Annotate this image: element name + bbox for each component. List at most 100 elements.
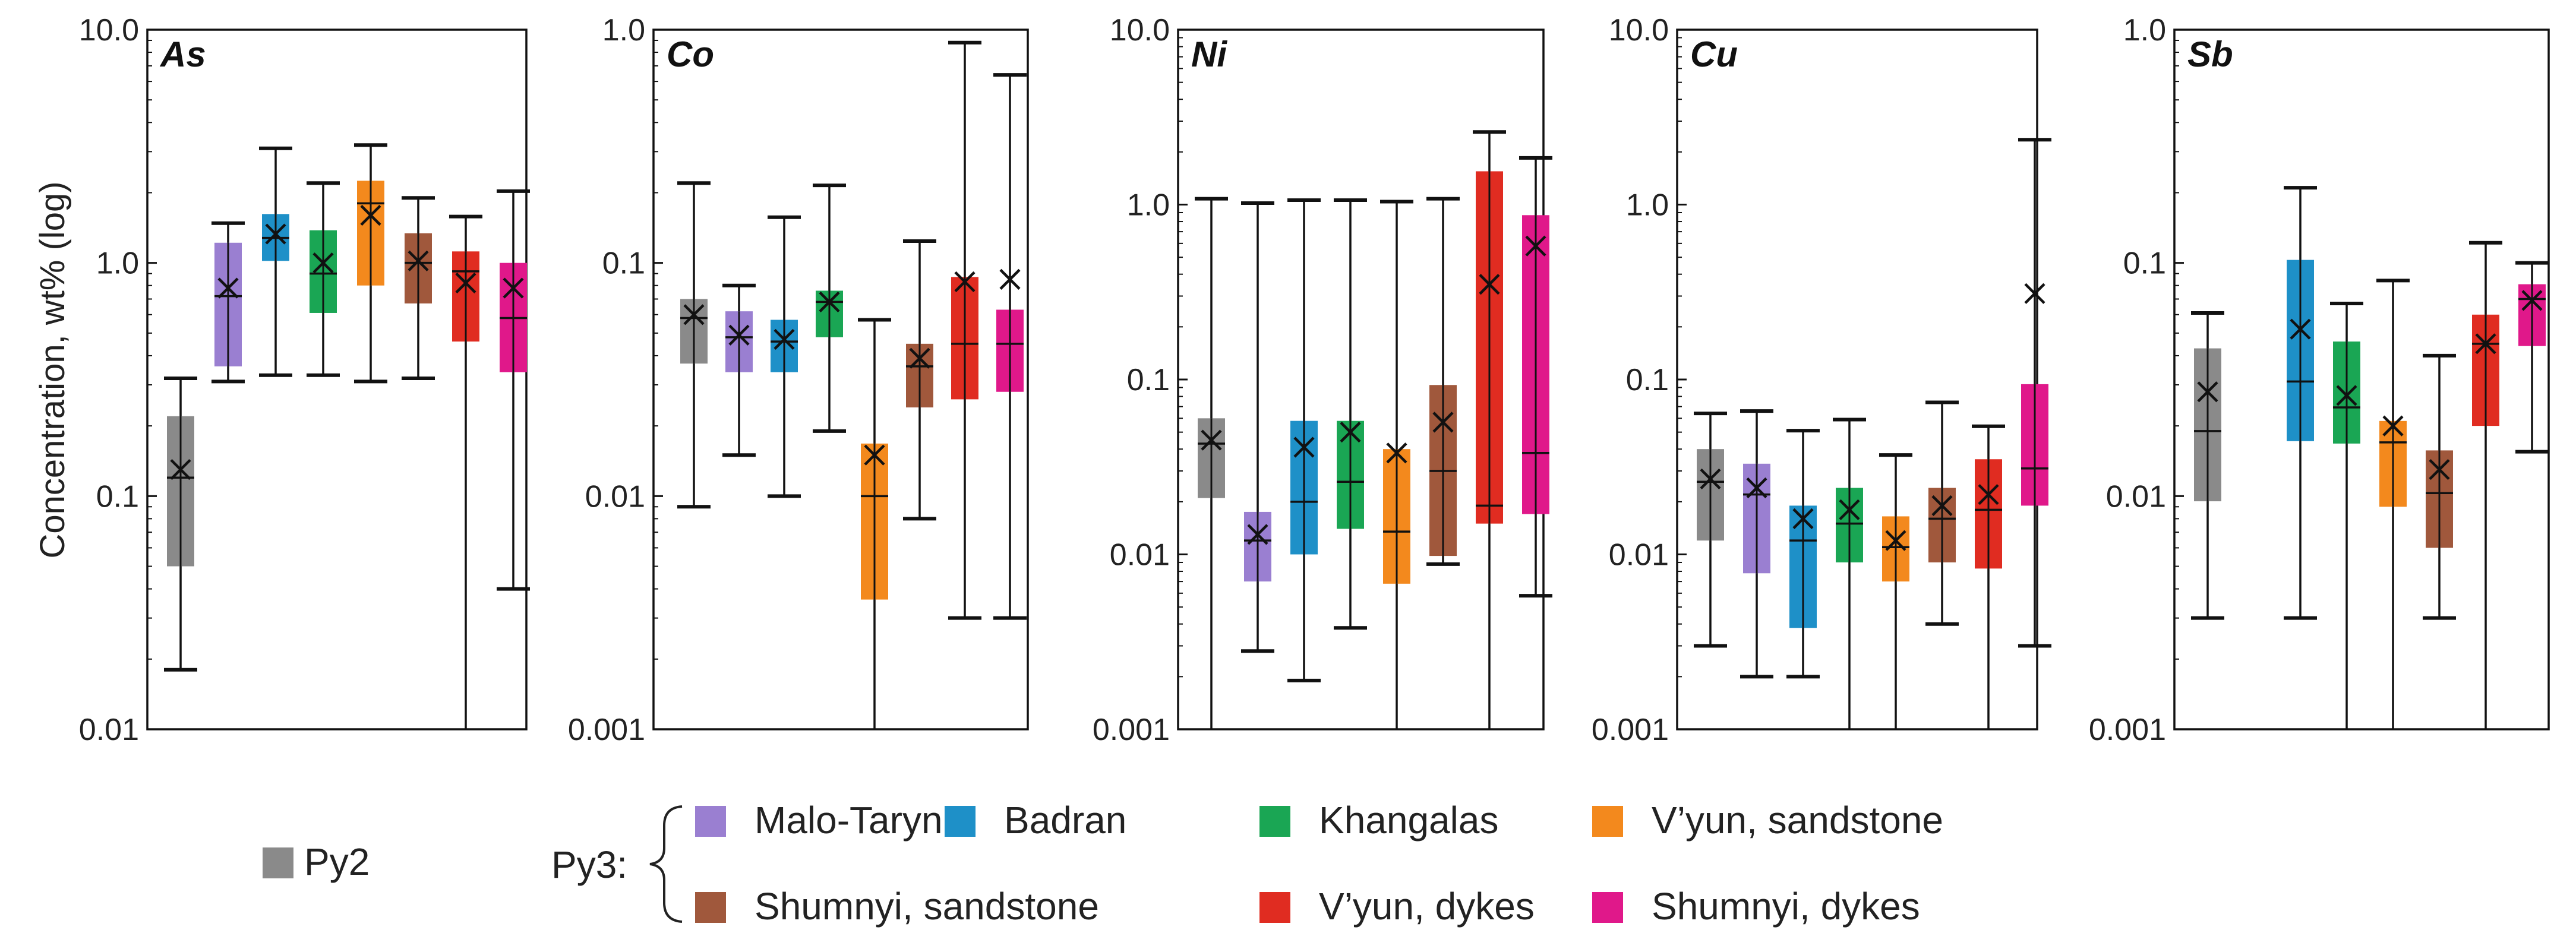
mean-marker — [2521, 290, 2543, 311]
mean-marker — [1931, 495, 1953, 516]
mean-marker — [1746, 477, 1767, 499]
mean-marker — [954, 271, 976, 293]
mean-marker — [1792, 508, 1814, 529]
mean-marker — [2197, 381, 2218, 403]
box-badran — [768, 215, 801, 498]
mean-marker — [2024, 283, 2045, 304]
mean-marker — [2475, 333, 2496, 355]
mean-marker — [728, 324, 750, 346]
mean-marker — [217, 277, 239, 299]
y-tick-label: 0.1 — [1626, 363, 1669, 397]
box-badran — [1786, 429, 1820, 679]
legend-swatch — [1259, 806, 1290, 837]
box-badran — [1287, 198, 1321, 682]
y-tick-label: 0.1 — [2123, 246, 2166, 281]
panel-title: Cu — [1690, 34, 1738, 74]
mean-marker — [2290, 318, 2311, 340]
mean-marker — [360, 204, 381, 226]
box-py2 — [164, 376, 197, 672]
y-tick-label: 0.01 — [2106, 479, 2166, 514]
mean-marker — [819, 291, 840, 313]
y-tick-label: 10.0 — [1110, 13, 1170, 48]
mean-marker — [864, 444, 885, 466]
mean-marker — [170, 459, 191, 480]
legend-item-label: Malo-Taryn — [755, 799, 943, 842]
legend-item-label: Shumnyi, sandstone — [755, 885, 1099, 928]
box-khangalas — [2330, 301, 2363, 729]
legend-swatch — [695, 806, 726, 837]
y-tick-label: 0.001 — [2089, 713, 2166, 747]
box-v-yun-sandstone — [2376, 279, 2410, 729]
box-badran — [259, 146, 292, 377]
box-py2 — [677, 181, 711, 509]
box-v-yun-sandstone — [1380, 200, 1413, 729]
box-shumnyi-sandstone — [2423, 353, 2456, 620]
legend-label-py3: Py3: — [551, 843, 627, 886]
box-v-yun-sandstone — [354, 143, 387, 384]
mean-marker — [774, 328, 795, 350]
mean-marker — [1386, 442, 1407, 464]
y-tick-label: 0.01 — [585, 479, 645, 514]
box-py2 — [2191, 311, 2224, 620]
mean-marker — [408, 250, 429, 271]
panel-title: Ni — [1191, 34, 1227, 74]
box-v-yun-dykes — [449, 214, 482, 729]
y-tick-label: 0.1 — [96, 479, 139, 514]
mean-marker — [1247, 524, 1268, 545]
box-shumnyi-dykes — [2018, 138, 2051, 648]
mean-marker — [1525, 235, 1546, 257]
plot-frame — [1676, 29, 2038, 730]
y-tick-label: 0.1 — [602, 246, 645, 281]
mean-marker — [503, 277, 524, 299]
y-tick-label: 1.0 — [96, 246, 139, 281]
box-khangalas — [1833, 418, 1866, 729]
box-v-yun-sandstone — [1879, 453, 1912, 729]
box-py2 — [1195, 197, 1228, 729]
panel-title: Sb — [2187, 34, 2233, 74]
chart-panels: 0.01 0.1 1.0 10.0 As 0.001 0.01 0.1 1.0 Co 0.001 0.… — [79, 13, 2550, 747]
box-malo-taryn — [1740, 409, 1773, 679]
legend-swatch-py2 — [263, 847, 293, 878]
mean-marker — [909, 347, 930, 369]
mean-marker — [312, 252, 334, 274]
y-tick-label: 0.1 — [1127, 363, 1170, 397]
box-malo-taryn — [211, 221, 245, 384]
box-malo-taryn — [1241, 201, 1274, 653]
mean-marker — [265, 223, 286, 245]
mean-marker — [2336, 385, 2357, 406]
panel-title: Co — [667, 34, 714, 74]
legend-swatch — [1259, 892, 1290, 923]
mean-marker — [999, 268, 1021, 290]
legend-swatch — [1592, 806, 1623, 837]
legend-swatch — [695, 892, 726, 923]
y-tick-label: 0.01 — [79, 713, 139, 747]
box-v-yun-sandstone — [858, 318, 891, 729]
box-khangalas — [1334, 198, 1367, 630]
legend-item-label: Khangalas — [1319, 799, 1498, 842]
panel-ni: 0.001 0.01 0.1 1.0 10.0 Ni — [1093, 13, 1552, 747]
mean-marker — [1201, 429, 1222, 451]
legend: Py2 Py3: Malo-Taryn Badran Khangalas V’yun, s… — [263, 799, 1943, 928]
mean-marker — [2382, 415, 2404, 437]
box-shumnyi-sandstone — [1426, 197, 1460, 566]
box-v-yun-dykes — [1473, 130, 1506, 729]
y-tick-label: 1.0 — [1626, 188, 1669, 223]
y-tick-label: 1.0 — [1127, 188, 1170, 223]
box-shumnyi-dykes — [993, 73, 1027, 620]
plot-frame — [146, 29, 528, 730]
y-tick-label: 1.0 — [2123, 13, 2166, 48]
panel-title: As — [159, 34, 206, 74]
box-shumnyi-sandstone — [1925, 400, 1959, 626]
box-v-yun-dykes — [2469, 241, 2502, 729]
mean-marker — [455, 272, 476, 294]
box-shumnyi-dykes — [497, 189, 530, 591]
mean-marker — [1432, 412, 1454, 433]
box-shumnyi-sandstone — [903, 239, 936, 521]
panel-as: 0.01 0.1 1.0 10.0 As — [79, 13, 530, 747]
legend-swatch — [1592, 892, 1623, 923]
y-tick-label: 10.0 — [79, 13, 139, 48]
y-tick-label: 0.001 — [1592, 713, 1669, 747]
plot-frame — [2173, 29, 2550, 730]
legend-item-label: V’yun, sandstone — [1652, 799, 1943, 842]
